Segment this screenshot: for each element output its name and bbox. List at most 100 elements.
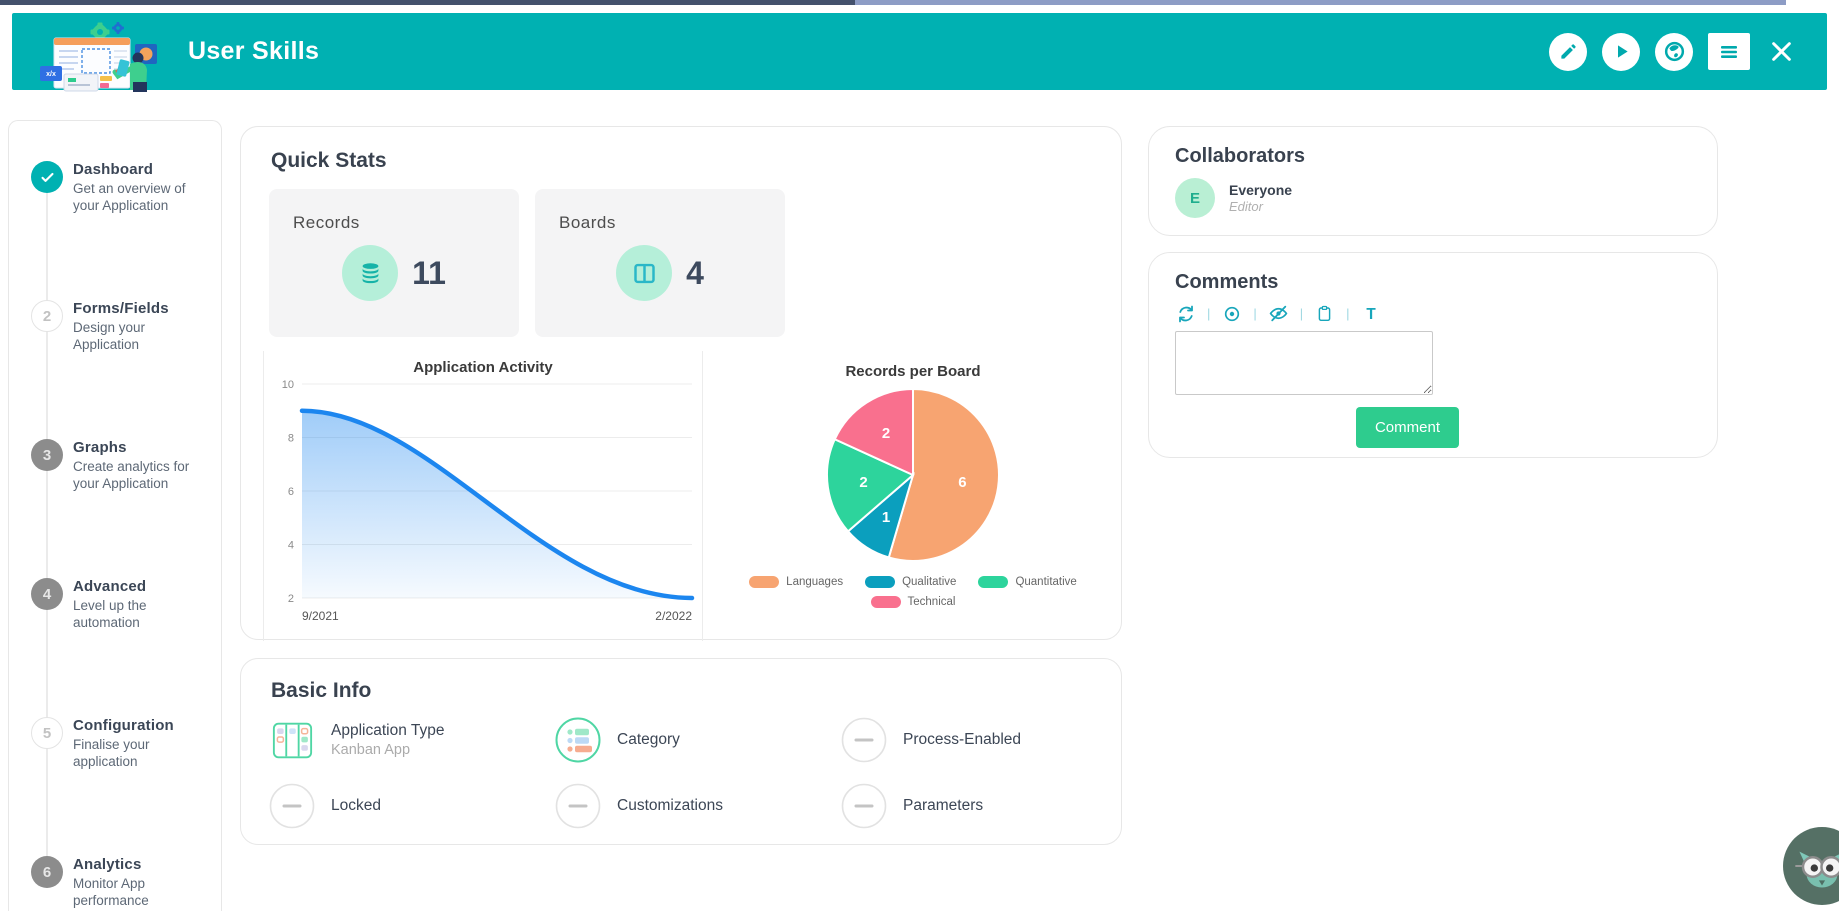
basic-info-label: Customizations (617, 797, 723, 814)
line-chart-container: Application Activity 10 8 6 4 2 9/2021 2/2022 (263, 351, 703, 641)
svg-text:T: T (1366, 305, 1376, 322)
sidebar-step-dashboard[interactable]: Dashboard Get an overview of your Applica… (9, 161, 221, 215)
app-header: x/x User Skills (12, 13, 1827, 92)
help-owl-widget[interactable] (1783, 827, 1839, 905)
step-number: 3 (42, 446, 52, 464)
refresh-icon[interactable] (1175, 303, 1196, 324)
basic-info-item-category: Category (555, 717, 841, 763)
top-progress-light-segment (855, 0, 1786, 5)
top-progress-bar (0, 0, 1839, 5)
header-actions (1549, 32, 1797, 71)
toolbar-separator: | (1346, 306, 1350, 321)
legend-swatch (978, 576, 1009, 588)
legend-item-qualitative[interactable]: Qualitative (865, 576, 956, 588)
publish-button[interactable] (1655, 32, 1693, 71)
category-icon (555, 717, 601, 763)
legend-swatch (865, 576, 896, 588)
menu-button[interactable] (1708, 33, 1750, 70)
step-circle: 5 (31, 717, 63, 749)
edit-button[interactable] (1549, 32, 1587, 71)
step-title: Advanced (73, 578, 147, 595)
stat-label: Records (293, 213, 360, 232)
close-button[interactable] (1765, 36, 1797, 68)
records-per-board-chart: 6 1 2 2 (703, 380, 1123, 570)
step-description: Monitor App performance (73, 876, 149, 908)
kanban-icon (269, 717, 315, 763)
step-text: Analytics Monitor App performance (73, 856, 221, 910)
collaborators-card: Collaborators E Everyone Editor (1148, 126, 1718, 236)
basic-info-grid: Application Type Kanban App Category Proces… (269, 717, 1121, 829)
application-activity-chart: 10 8 6 4 2 9/2021 2/2022 (264, 376, 702, 628)
legend-item-quantitative[interactable]: Quantitative (978, 576, 1077, 588)
basic-info-value: Kanban App (331, 742, 411, 758)
stat-body: 11 (293, 245, 495, 301)
pie-legend: Languages Qualitative Quantitative Technica… (703, 572, 1123, 612)
stat-tiles: Records 11 Boards 4 (269, 189, 1121, 337)
stat-body: 4 (559, 245, 761, 301)
line-chart-title: Application Activity (413, 359, 553, 376)
basic-info-item-customizations: Customizations (555, 783, 841, 829)
step-title: Dashboard (73, 161, 154, 178)
dash-icon (555, 783, 601, 829)
basic-info-text: Category (617, 731, 680, 749)
step-text: Advanced Level up the automation (73, 578, 221, 632)
clipboard-icon[interactable] (1314, 303, 1335, 324)
page-title: User Skills (188, 37, 320, 65)
step-text: Configuration Finalise your application (73, 717, 221, 771)
legend-label: Quantitative (1015, 576, 1077, 588)
quick-stats-title: Quick Stats (271, 149, 387, 172)
svg-text:2/2022: 2/2022 (655, 609, 692, 623)
comment-input[interactable] (1175, 331, 1433, 395)
legend-label: Technical (907, 596, 956, 608)
basic-info-text: Parameters (903, 797, 983, 815)
menu-icon (1717, 40, 1741, 64)
comments-card: Comments | | | | T Comment (1148, 252, 1718, 458)
svg-text:6: 6 (958, 474, 966, 491)
collaborators-title: Collaborators (1175, 145, 1306, 167)
text-format-icon[interactable]: T (1361, 303, 1382, 324)
legend-item-languages[interactable]: Languages (749, 576, 843, 588)
wizard-steps: Dashboard Get an overview of your Applica… (9, 161, 221, 911)
toolbar-separator: | (1253, 306, 1257, 321)
stat-label: Boards (559, 213, 616, 232)
eye-icon[interactable] (1221, 303, 1242, 324)
quick-stats-card: Quick Stats Records 11 Boards 4 Application… (240, 126, 1123, 641)
sidebar-step-forms-fields[interactable]: 2 Forms/Fields Design your Application (9, 300, 221, 354)
board-icon (616, 245, 673, 301)
play-icon (1611, 41, 1632, 62)
collaborator-name: Everyone (1229, 182, 1293, 198)
svg-text:1: 1 (882, 509, 890, 526)
gear-icon-small (112, 21, 124, 34)
dash-icon (841, 783, 887, 829)
toolbar-separator: | (1207, 306, 1211, 321)
basic-info-card: Basic Info Application Type Kanban App Cat… (240, 658, 1122, 845)
step-circle: 6 (31, 856, 63, 888)
pencil-icon (1559, 42, 1578, 61)
svg-text:2: 2 (288, 593, 294, 605)
eye-off-icon[interactable] (1268, 303, 1289, 324)
comment-button[interactable]: Comment (1355, 407, 1459, 448)
owl-icon (1783, 827, 1839, 905)
svg-text:8: 8 (288, 433, 294, 445)
step-circle: 2 (31, 300, 63, 332)
step-circle: 3 (31, 439, 63, 471)
run-button[interactable] (1602, 32, 1640, 71)
stat-value: 11 (412, 254, 446, 291)
dash-icon (269, 783, 315, 829)
sidebar-step-analytics[interactable]: 6 Analytics Monitor App performance (9, 856, 221, 910)
collaborator-text: Everyone Editor (1229, 182, 1292, 214)
database-icon (342, 245, 399, 301)
basic-info-text: Locked (331, 797, 381, 815)
step-text: Graphs Create analytics for your Applicat… (73, 439, 221, 493)
top-progress-dark-segment (0, 0, 856, 5)
legend-item-technical[interactable]: Technical (870, 596, 956, 608)
svg-text:6: 6 (288, 486, 294, 498)
sidebar-step-advanced[interactable]: 4 Advanced Level up the automation (9, 578, 221, 632)
basic-info-title: Basic Info (271, 679, 372, 702)
gear-icon (90, 22, 110, 41)
sidebar-step-configuration[interactable]: 5 Configuration Finalise your application (9, 717, 221, 771)
collaborator-row: E Everyone Editor (1175, 178, 1717, 218)
collaborator-role: Editor (1229, 199, 1263, 214)
sidebar-step-graphs[interactable]: 3 Graphs Create analytics for your Applica… (9, 439, 221, 493)
close-icon (1768, 38, 1795, 65)
